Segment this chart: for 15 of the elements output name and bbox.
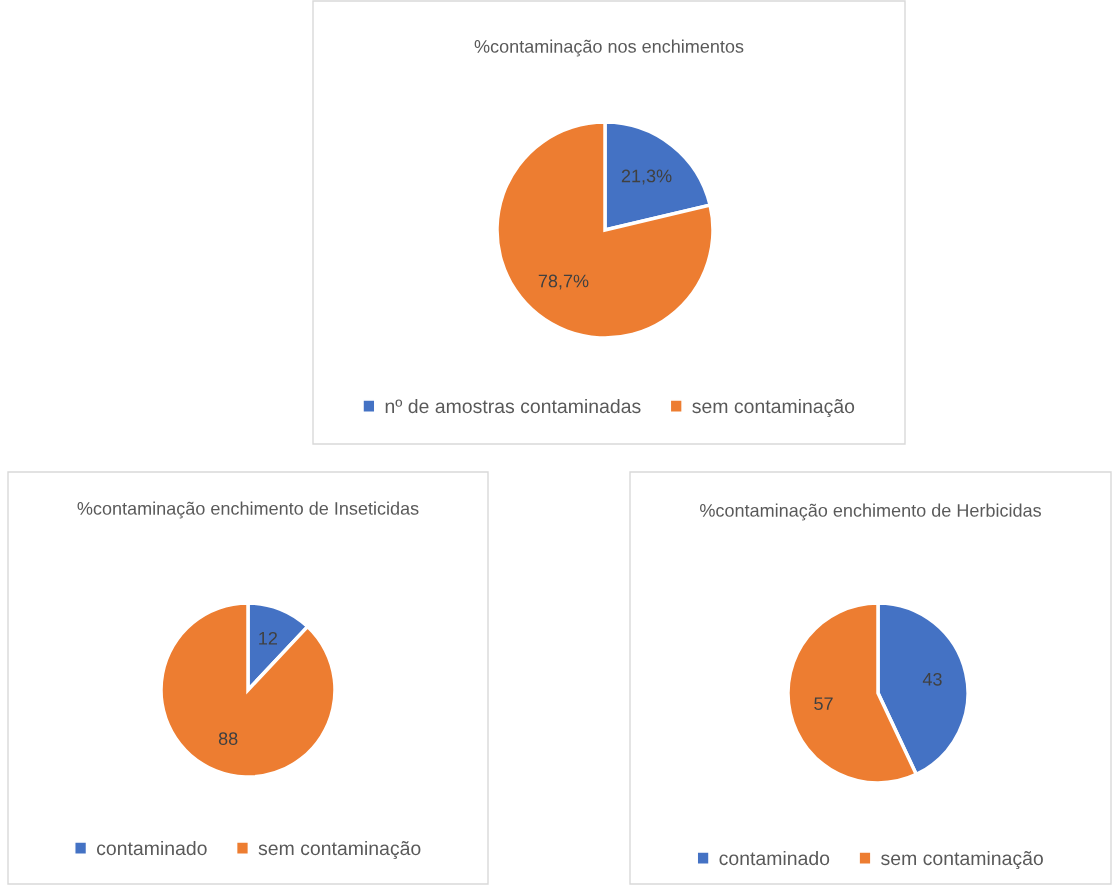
data-label: 57 xyxy=(814,697,833,711)
data-label: 78,7% xyxy=(538,274,589,290)
legend-label: contaminado xyxy=(96,840,207,856)
data-label: 21,3% xyxy=(621,169,672,185)
data-label: 88 xyxy=(218,732,238,745)
legend-label: nº de amostras contaminadas xyxy=(385,398,641,414)
chart-title: %contaminação enchimento de Herbicidas xyxy=(700,503,1041,521)
legend-label: sem contaminação xyxy=(258,840,421,860)
data-label: 43 xyxy=(922,672,942,686)
legend-label: sem contaminação xyxy=(692,398,855,418)
legend-label: sem contaminação xyxy=(881,850,1043,870)
chart-title: %contaminação nos enchimentos xyxy=(474,39,744,57)
data-label: 12 xyxy=(259,631,277,645)
chart-title: %contaminação enchimento de Inseticidas xyxy=(77,501,419,519)
legend-label: contaminado xyxy=(719,850,830,866)
